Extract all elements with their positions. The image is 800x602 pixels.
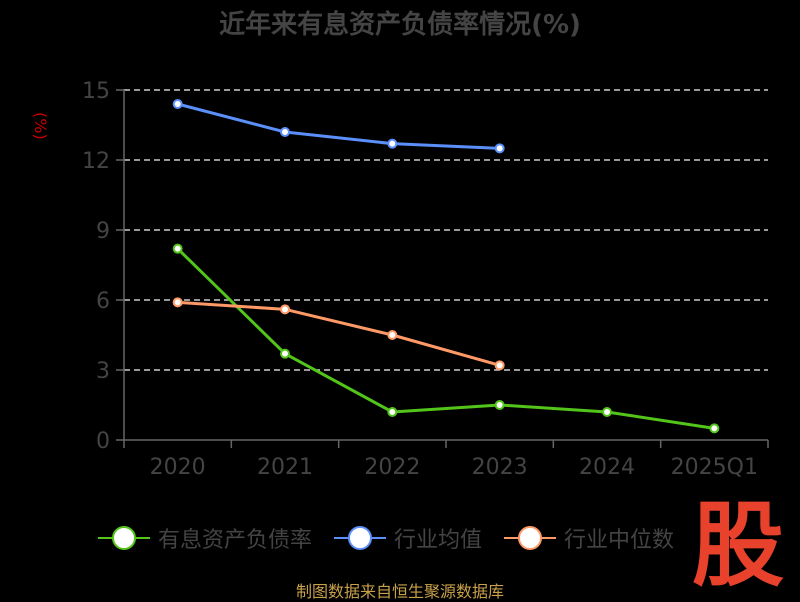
data-point [280, 348, 290, 359]
data-point [602, 407, 612, 417]
series-line-行业均值 [177, 102, 500, 150]
x-tick-label: 2024 [579, 455, 635, 480]
data-point [494, 360, 505, 371]
x-tick-label: 2022 [364, 455, 420, 480]
series-line-有息资产负债率 [176, 247, 715, 430]
legend-swatch [98, 525, 150, 551]
data-point [387, 407, 398, 417]
data-point [387, 138, 398, 149]
legend-item[interactable]: 有息资产负债率 [98, 522, 312, 554]
y-tick-label: 0 [96, 429, 110, 454]
y-tick-label: 6 [96, 289, 110, 314]
y-tick-label: 9 [96, 219, 110, 244]
chart-title: 近年来有息资产负债率情况(%) [219, 10, 581, 40]
legend-label: 行业均值 [394, 528, 483, 553]
data-point [387, 330, 398, 340]
data-point [709, 423, 720, 434]
data-point [172, 243, 183, 254]
x-tick-label: 2025Q1 [671, 455, 758, 480]
x-tick-label: 2021 [257, 455, 313, 480]
data-point [172, 99, 183, 109]
legend-item[interactable]: 行业均值 [334, 522, 482, 554]
data-point [280, 127, 290, 137]
data-point [494, 143, 505, 154]
y-tick-label: 3 [96, 359, 110, 384]
x-tick-label: 2020 [150, 455, 206, 480]
chart-legend: 有息资产负债率 行业均值 行业中位数 [98, 520, 696, 556]
data-point [494, 400, 505, 410]
data-source-note: 制图数据来自恒生聚源数据库 [295, 582, 504, 601]
series-line-行业中位数 [177, 300, 501, 367]
y-tick-label: 15 [82, 79, 110, 104]
brand-logo: 股 [691, 492, 784, 599]
y-tick-label: 12 [82, 149, 110, 174]
legend-swatch [504, 525, 557, 551]
legend-item[interactable]: 行业中位数 [504, 522, 674, 554]
legend-label: 行业中位数 [564, 528, 675, 553]
data-point [280, 304, 290, 315]
legend-label: 有息资产负债率 [158, 528, 313, 553]
x-tick-label: 2023 [472, 455, 528, 480]
data-point [172, 297, 183, 308]
legend-swatch [334, 525, 387, 551]
